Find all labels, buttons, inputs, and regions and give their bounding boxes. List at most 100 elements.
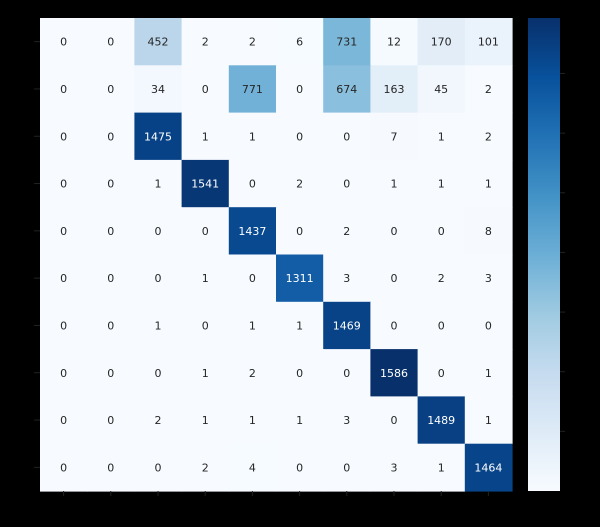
heatmap-cell-r2-c7 xyxy=(370,112,419,161)
cell-value-label: 0 xyxy=(60,36,67,49)
heatmap-cell-r4-c2 xyxy=(134,207,183,256)
cell-value-label: 2 xyxy=(249,36,256,49)
cell-value-label: 12 xyxy=(387,36,401,49)
heatmap-cell-r0-c6 xyxy=(323,18,371,66)
heatmap-cell-r1-c5 xyxy=(276,65,324,114)
heatmap-cell-r2-c4 xyxy=(228,112,277,161)
heatmap-cell-r8-c2 xyxy=(134,396,183,445)
heatmap-cell-r9-c8 xyxy=(417,443,466,492)
heatmap-cell-r5-c3 xyxy=(181,254,230,303)
cell-value-label: 0 xyxy=(107,178,114,191)
heatmap-cell-r5-c4 xyxy=(228,254,277,303)
x-axis-ticks xyxy=(63,491,489,496)
cell-value-label: 2 xyxy=(485,130,492,143)
cell-value-label: 0 xyxy=(107,83,114,96)
heatmap-cell-r1-c9 xyxy=(464,65,513,114)
heatmap-cell-r8-c7 xyxy=(370,396,419,445)
cell-value-label: 1 xyxy=(438,461,445,474)
cell-value-label: 0 xyxy=(343,461,350,474)
heatmap-cell-r9-c2 xyxy=(134,443,183,492)
cell-value-label: 1541 xyxy=(191,178,219,191)
cell-value-label: 0 xyxy=(155,367,162,380)
cell-value-label: 0 xyxy=(107,225,114,238)
cell-value-label: 1437 xyxy=(238,225,266,238)
cell-value-label: 0 xyxy=(343,178,350,191)
heatmap-cell-r7-c9 xyxy=(464,349,513,397)
heatmap-cell-r4-c9 xyxy=(464,207,513,256)
cell-value-label: 3 xyxy=(343,414,350,427)
cell-value-label: 0 xyxy=(202,225,209,238)
cell-value-label: 731 xyxy=(336,36,357,49)
heatmap-cell-r0-c8 xyxy=(417,18,466,66)
cell-value-label: 34 xyxy=(151,83,165,96)
cell-value-label: 0 xyxy=(60,272,67,285)
cell-value-label: 163 xyxy=(384,83,405,96)
heatmap-cell-r5-c6 xyxy=(323,254,371,303)
cell-value-label: 2 xyxy=(296,178,303,191)
cell-value-label: 45 xyxy=(434,83,448,96)
heatmap-cell-r0-c1 xyxy=(87,18,135,66)
cell-value-label: 452 xyxy=(148,36,169,49)
cell-value-label: 2 xyxy=(202,461,209,474)
cell-value-label: 0 xyxy=(343,367,350,380)
heatmap-cell-r1-c8 xyxy=(417,65,466,114)
cell-value-label: 1 xyxy=(438,130,445,143)
heatmap-cell-r0-c0 xyxy=(40,18,88,66)
cell-value-label: 0 xyxy=(155,225,162,238)
heatmap-cell-r0-c4 xyxy=(228,18,277,66)
colorbar-gradient xyxy=(528,18,560,491)
cell-value-label: 1475 xyxy=(144,130,172,143)
heatmap-cell-r9-c0 xyxy=(40,443,88,492)
cell-value-label: 1 xyxy=(438,178,445,191)
cell-value-label: 0 xyxy=(296,130,303,143)
cell-value-label: 1 xyxy=(485,178,492,191)
cell-value-label: 0 xyxy=(155,461,162,474)
heatmap-cells xyxy=(40,18,513,492)
cell-value-label: 1464 xyxy=(474,461,502,474)
heatmap-cell-r9-c9 xyxy=(464,443,513,492)
cell-value-label: 0 xyxy=(60,367,67,380)
heatmap-cell-r7-c8 xyxy=(417,349,466,397)
cell-value-label: 2 xyxy=(438,272,445,285)
cell-value-label: 1489 xyxy=(427,414,455,427)
heatmap-cell-r6-c7 xyxy=(370,301,419,350)
cell-value-label: 2 xyxy=(155,414,162,427)
cell-value-label: 1 xyxy=(249,414,256,427)
cell-value-label: 0 xyxy=(107,130,114,143)
cell-value-label: 0 xyxy=(438,319,445,332)
heatmap-cell-r6-c6 xyxy=(323,301,371,350)
cell-value-label: 2 xyxy=(485,83,492,96)
heatmap-cell-r1-c1 xyxy=(87,65,135,114)
heatmap-cell-r8-c3 xyxy=(181,396,230,445)
cell-value-label: 0 xyxy=(155,272,162,285)
cell-value-label: 1 xyxy=(155,319,162,332)
heatmap-cell-r6-c2 xyxy=(134,301,183,350)
heatmap-cell-r4-c4 xyxy=(228,207,277,256)
heatmap-cell-r2-c6 xyxy=(323,112,371,161)
heatmap-cell-r9-c4 xyxy=(228,443,277,492)
cell-value-label: 3 xyxy=(343,272,350,285)
heatmap-cell-r3-c1 xyxy=(87,159,135,208)
heatmap-cell-r0-c2 xyxy=(134,18,183,66)
heatmap-cell-r7-c4 xyxy=(228,349,277,397)
heatmap-cell-r5-c0 xyxy=(40,254,88,303)
cell-value-label: 0 xyxy=(296,83,303,96)
heatmap-cell-r7-c0 xyxy=(40,349,88,397)
cell-value-label: 0 xyxy=(60,225,67,238)
heatmap-cell-r5-c5 xyxy=(276,254,324,303)
cell-value-label: 0 xyxy=(249,272,256,285)
cell-value-label: 674 xyxy=(336,83,357,96)
colorbar xyxy=(528,18,565,491)
heatmap-cell-r8-c0 xyxy=(40,396,88,445)
cell-value-label: 0 xyxy=(249,178,256,191)
cell-value-label: 0 xyxy=(202,83,209,96)
cell-value-label: 1 xyxy=(202,130,209,143)
cell-value-label: 1 xyxy=(202,367,209,380)
heatmap-cell-r4-c6 xyxy=(323,207,371,256)
cell-value-label: 1 xyxy=(391,178,398,191)
heatmap-cell-r3-c7 xyxy=(370,159,419,208)
cell-value-label: 0 xyxy=(296,461,303,474)
cell-value-label: 0 xyxy=(60,83,67,96)
cell-value-label: 1311 xyxy=(286,272,314,285)
